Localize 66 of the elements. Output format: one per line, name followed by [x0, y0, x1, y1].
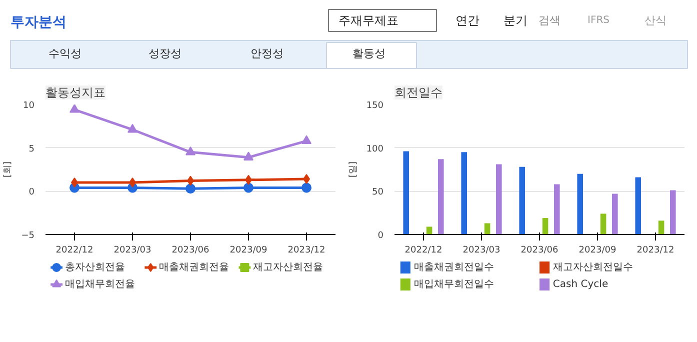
text: 산식 [644, 14, 666, 27]
text: 주재무제표 [338, 14, 398, 28]
legend-label: 매입채무회전율 [65, 279, 136, 290]
y-tick-label: 0 [378, 231, 384, 241]
text: 분기 [504, 14, 528, 28]
legend-label: 총자산회전율 [65, 262, 126, 273]
text: 검색 [538, 14, 560, 27]
y-tick-label: 50 [372, 188, 384, 198]
chart-title: 활동성지표 [46, 86, 106, 100]
text: 활동성 [352, 47, 386, 60]
x-tick-label: 2022/12 [56, 246, 94, 256]
point [128, 124, 138, 133]
x-tick-label: 2023/12 [288, 246, 326, 256]
point [244, 182, 254, 193]
bar [403, 151, 409, 234]
legend-label: 매출채권회전일수 [414, 262, 494, 273]
y-axis-title: [회] [3, 161, 14, 178]
text: 수익성 [48, 47, 82, 60]
bar [635, 177, 641, 234]
legend-label: 재고자산회전일수 [552, 262, 633, 273]
text: IFRS [588, 15, 610, 26]
x-tick-label: 2023/06 [172, 246, 210, 256]
point [186, 146, 196, 156]
point [244, 152, 254, 160]
legend-label: 매입채무회전일수 [414, 279, 494, 290]
x-tick-label: 2023/03 [462, 246, 500, 256]
y-tick-label: 0 [28, 188, 35, 198]
x-tick-label: 2023/03 [114, 246, 152, 256]
bar [519, 166, 525, 234]
bar [658, 220, 664, 234]
bar [612, 194, 618, 234]
legend-label: Cash Cycle [552, 279, 608, 290]
point [186, 184, 196, 194]
x-tick-label: 2023/12 [636, 246, 674, 256]
y-tick-label: 150 [366, 101, 384, 111]
x-tick-label: 2023/09 [230, 246, 268, 256]
y-axis-title: [일] [348, 161, 358, 178]
y-tick-label: 5 [28, 144, 35, 154]
bar [484, 223, 490, 234]
bar [600, 214, 606, 234]
bar [461, 152, 467, 234]
point [70, 104, 80, 113]
bar [577, 174, 583, 234]
bar [426, 226, 432, 234]
y-tick-label: 100 [366, 144, 384, 154]
legend-label: 재고자산회전율 [253, 262, 324, 273]
text: 안정성 [250, 47, 284, 60]
bar [554, 184, 560, 234]
x-tick-label: 2023/06 [520, 246, 558, 256]
text: 성장성 [148, 47, 182, 60]
y-tick-label: −5 [21, 231, 35, 241]
bar [496, 164, 502, 234]
x-tick-label: 2022/12 [404, 246, 442, 256]
bar [542, 218, 548, 234]
point [302, 135, 312, 144]
point [302, 182, 312, 193]
legend-label: 매출채권회전율 [159, 262, 230, 273]
point [71, 178, 78, 188]
text: 연간 [456, 14, 480, 28]
x-tick-label: 2023/09 [578, 246, 616, 256]
point [129, 178, 136, 188]
bar [438, 159, 444, 234]
text: 투자분석 [10, 14, 66, 30]
bar [670, 190, 676, 234]
y-tick-label: 10 [23, 101, 35, 111]
chart-title: 회전일수 [394, 86, 442, 100]
